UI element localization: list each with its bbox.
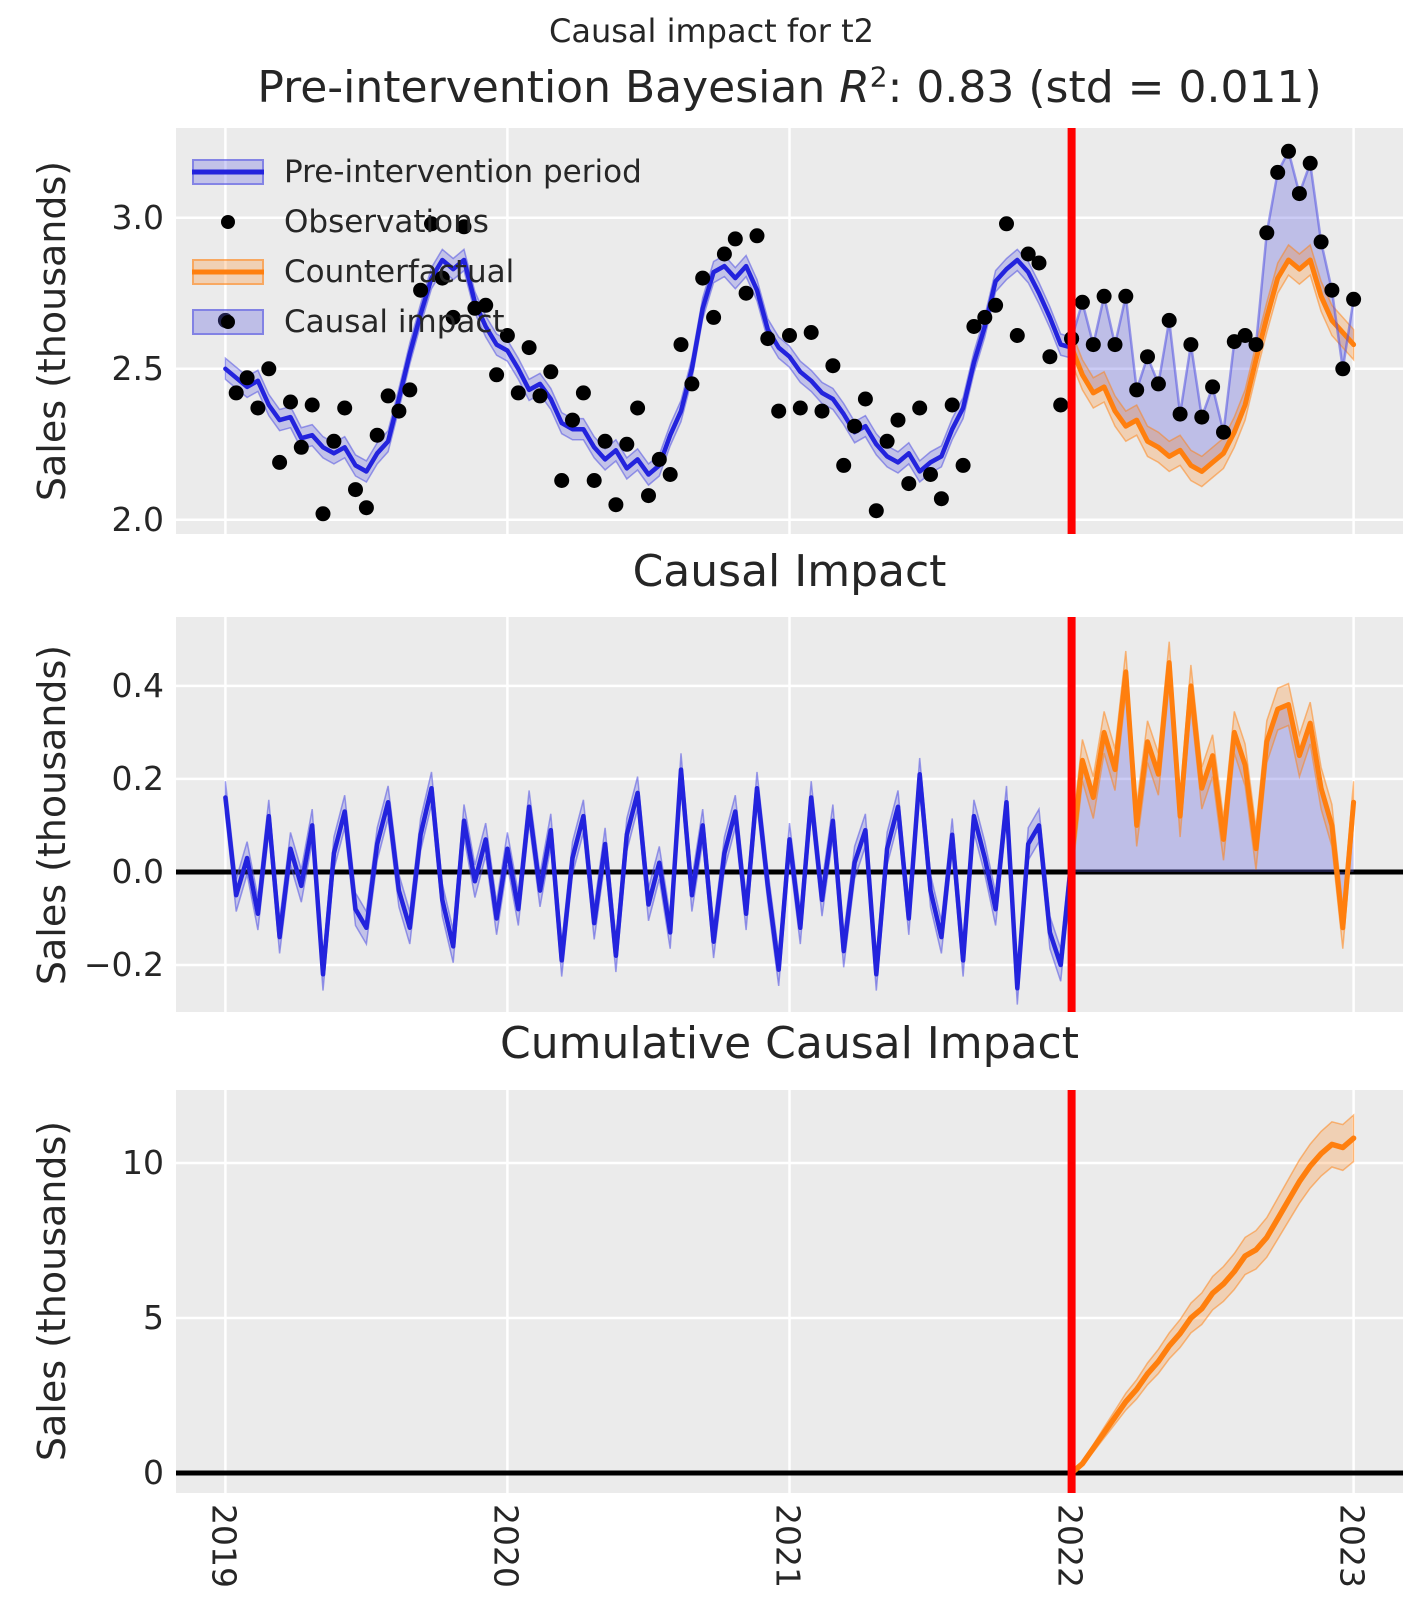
y-tick-label: 5 bbox=[143, 1298, 164, 1337]
title-math-r: R bbox=[839, 62, 870, 113]
y-tick-label: 0.4 bbox=[111, 665, 164, 705]
x-tick-label: 2020 bbox=[486, 1504, 526, 1588]
causal-impact-swatch-icon bbox=[192, 309, 264, 335]
impact-pre-line bbox=[223, 767, 1074, 991]
legend: Pre-intervention period Observations Cou… bbox=[192, 147, 642, 347]
y-tick-label: 2.5 bbox=[111, 348, 164, 388]
impact-post-line bbox=[1069, 660, 1357, 931]
legend-item-causal-impact: Causal impact bbox=[192, 297, 642, 347]
legend-item-observations: Observations bbox=[192, 197, 642, 247]
observations-dot-icon bbox=[192, 209, 264, 235]
legend-label: Counterfactual bbox=[284, 254, 515, 290]
y-tick-label: 10 bbox=[122, 1143, 164, 1182]
title-prefix: Pre-intervention Bayesian bbox=[257, 62, 840, 113]
x-tick-label: 2023 bbox=[1332, 1504, 1372, 1588]
x-tick-label: 2019 bbox=[204, 1504, 244, 1588]
pre-intervention-line bbox=[223, 257, 1074, 477]
y-tick-label: −0.2 bbox=[83, 945, 164, 984]
panel2-title: Causal Impact bbox=[632, 546, 947, 597]
panel1-title: Pre-intervention Bayesian R2: 0.83 (std … bbox=[176, 62, 1403, 113]
y-tick-label: 3.0 bbox=[111, 197, 164, 237]
impact-post-fill bbox=[1071, 662, 1354, 928]
legend-item-pre-intervention: Pre-intervention period bbox=[192, 147, 642, 197]
cumulative-line bbox=[1068, 1135, 1357, 1476]
figure-suptitle: Causal impact for t2 bbox=[549, 12, 874, 50]
x-tick-label: 2021 bbox=[768, 1504, 808, 1588]
title-math-exponent: 2 bbox=[869, 60, 888, 94]
pre-intervention-swatch-icon bbox=[192, 159, 264, 185]
y-tick-label: 0 bbox=[143, 1453, 164, 1492]
y-tick-label: 0.0 bbox=[111, 851, 164, 891]
y-tick-label: 0.2 bbox=[111, 758, 164, 798]
counterfactual-swatch-icon bbox=[192, 259, 264, 285]
x-tick-label: 2022 bbox=[1050, 1504, 1090, 1588]
legend-item-counterfactual: Counterfactual bbox=[192, 247, 642, 297]
y-tick-label: 2.0 bbox=[111, 499, 164, 539]
panel3-title: Cumulative Causal Impact bbox=[500, 1018, 1079, 1069]
legend-label: Pre-intervention period bbox=[284, 154, 642, 190]
observations-post bbox=[1064, 143, 1362, 440]
legend-label: Causal impact bbox=[284, 304, 505, 340]
title-suffix: : 0.83 (std = 0.011) bbox=[887, 62, 1322, 113]
legend-label: Observations bbox=[284, 204, 489, 240]
counterfactual-line bbox=[1069, 257, 1357, 474]
